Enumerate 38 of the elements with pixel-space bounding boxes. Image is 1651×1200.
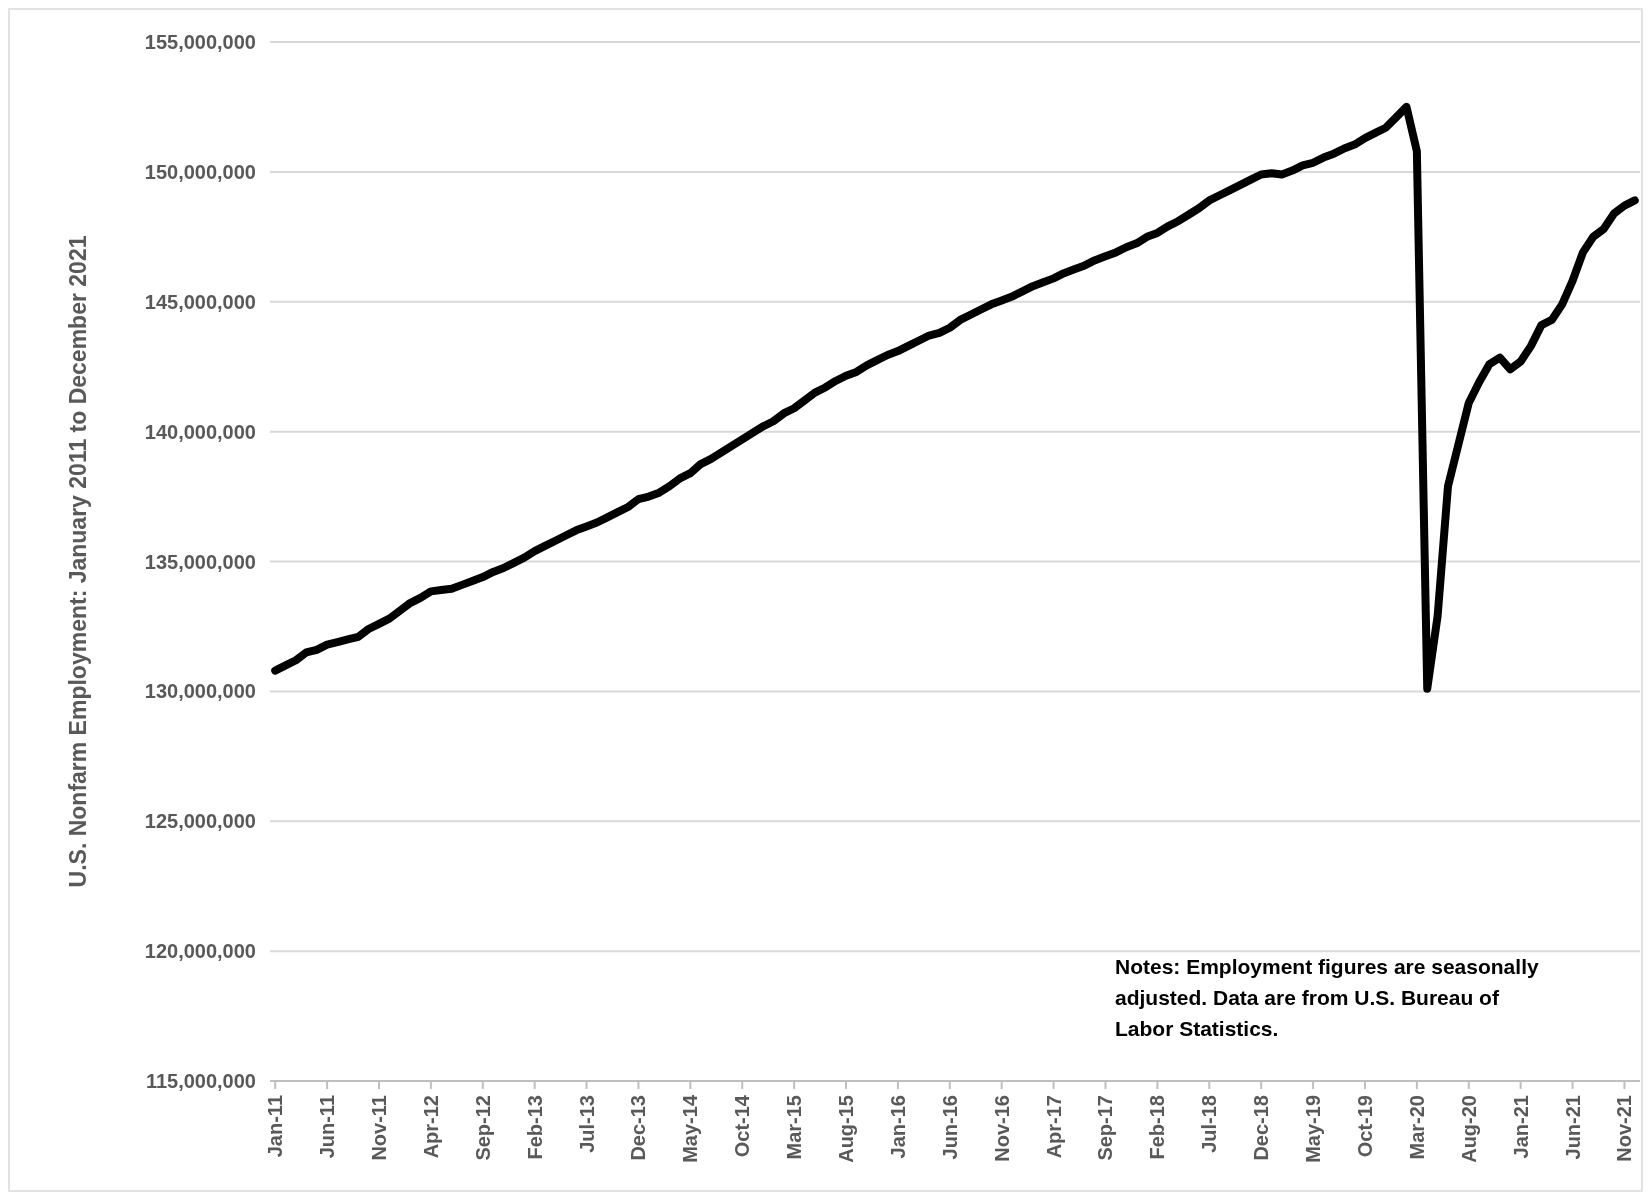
y-tick-label: 155,000,000 — [144, 31, 256, 53]
x-tick-label: Sep-12 — [471, 1095, 494, 1161]
x-tick-label: Jun-21 — [1561, 1095, 1584, 1160]
y-axis-title: U.S. Nonfarm Employment: January 2011 to December 2021 — [65, 235, 91, 888]
x-tick-label: Jun-16 — [938, 1095, 961, 1160]
x-tick-label: Feb-13 — [523, 1095, 546, 1160]
y-tick-label: 120,000,000 — [144, 940, 256, 963]
annotation: Notes: Employment figures are seasonally adjusted. Data are from U.S. Bureau of Labor Statistics. — [1115, 955, 1539, 1040]
y-tick-label: 135,000,000 — [144, 550, 256, 573]
x-tick-label: Mar-15 — [783, 1095, 806, 1160]
x-tick-label: Jul-18 — [1198, 1095, 1221, 1153]
y-tick-label: 140,000,000 — [144, 420, 256, 443]
y-tick-label: 115,000,000 — [145, 1070, 256, 1092]
x-tick-label: Nov-11 — [367, 1095, 390, 1161]
x-tick-label: May-19 — [1302, 1095, 1325, 1163]
x-tick-label: Dec-13 — [627, 1095, 650, 1161]
x-tick-label: Sep-17 — [1094, 1095, 1117, 1161]
x-tick-label: Apr-17 — [1042, 1095, 1065, 1159]
y-tick-label: 145,000,000 — [144, 290, 256, 313]
x-tick-label: Jul-13 — [575, 1095, 598, 1153]
x-tick-label: Nov-16 — [990, 1095, 1013, 1162]
x-tick-label: Jun-11 — [316, 1095, 339, 1159]
x-tick-label: Apr-12 — [419, 1095, 442, 1159]
x-tick-label: Oct-14 — [731, 1094, 754, 1158]
x-tick-label: May-14 — [679, 1094, 702, 1163]
x-tick-label: Dec-18 — [1250, 1095, 1273, 1161]
x-tick-label: Aug-20 — [1457, 1095, 1480, 1163]
x-tick-label: Nov-21 — [1613, 1095, 1636, 1162]
x-tick-label: Jan-11 — [264, 1095, 287, 1158]
x-tick-label: Oct-19 — [1353, 1095, 1376, 1158]
x-tick-label: Feb-18 — [1146, 1095, 1169, 1160]
y-tick-label: 150,000,000 — [144, 160, 256, 183]
x-tick-label: Aug-15 — [835, 1095, 858, 1163]
y-tick-label: 125,000,000 — [144, 810, 256, 833]
y-tick-label: 130,000,000 — [144, 680, 256, 703]
x-tick-label: Jan-16 — [886, 1095, 909, 1159]
x-tick-label: Jan-21 — [1509, 1095, 1532, 1159]
x-tick-label: Mar-20 — [1405, 1095, 1428, 1160]
